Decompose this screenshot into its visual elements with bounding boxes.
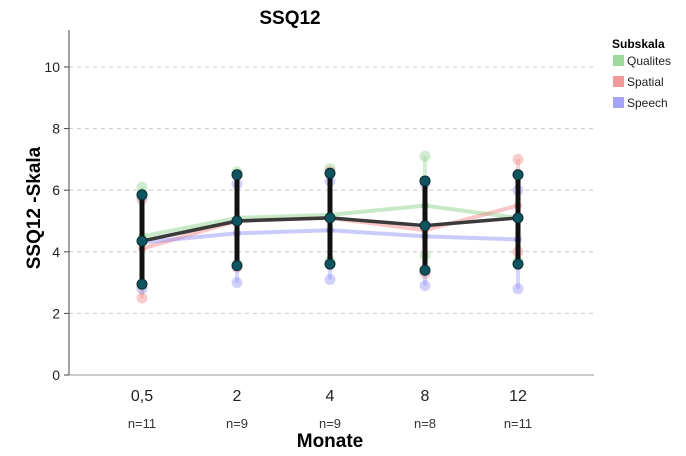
sample-size-label: n=11	[504, 416, 532, 431]
sample-size-label: n=9	[226, 416, 248, 431]
y-axis-label: SSQ12 -Skala	[24, 146, 45, 269]
overall-lower-point	[231, 260, 243, 272]
sample-size-label: n=8	[414, 416, 436, 431]
overall-mean-point	[324, 212, 336, 224]
error-cap-point	[136, 292, 148, 304]
legend-label-qualites: Qualites	[627, 54, 671, 68]
x-tick-label: 8	[421, 388, 430, 405]
error-cap-point	[136, 181, 148, 193]
legend-label-spatial: Spatial	[627, 75, 664, 89]
overall-lower-point	[136, 278, 148, 290]
legend-label-speech: Speech	[627, 96, 668, 110]
y-tick-label: 0	[52, 367, 60, 383]
x-axis-label: Monate	[297, 431, 364, 452]
chart-title: SSQ12	[259, 8, 320, 29]
y-ticks: 0 2 4 6 8 10	[44, 59, 69, 383]
error-cap-point	[324, 274, 336, 286]
legend: Subskala Qualites Spatial Speech	[612, 37, 671, 110]
overall-mean-point	[419, 220, 431, 232]
sample-size-label: n=9	[319, 416, 341, 431]
overall-mean-point	[136, 235, 148, 247]
y-tick-label: 8	[52, 121, 60, 137]
error-cap-point	[231, 277, 243, 289]
overall-upper-point	[231, 169, 243, 181]
overall-upper-point	[136, 189, 148, 201]
sample-size-label: n=11	[128, 416, 156, 431]
error-cap-point	[512, 153, 524, 165]
overall-lower-point	[512, 258, 524, 270]
overall-lower-point	[419, 264, 431, 276]
legend-swatch-speech	[613, 97, 624, 108]
x-tick-label: 12	[509, 388, 527, 405]
overall-upper-point	[512, 169, 524, 181]
x-tick-label: 4	[326, 388, 335, 405]
y-tick-label: 10	[44, 59, 60, 75]
x-tick-label: 2	[233, 388, 242, 405]
y-tick-label: 2	[52, 305, 60, 321]
x-ticks: 0,5 n=11 2 n=9 4 n=9 8 n=8 12 n=11	[128, 388, 532, 431]
legend-swatch-qualites	[613, 55, 624, 66]
legend-title: Subskala	[612, 37, 665, 51]
overall-series	[136, 167, 524, 290]
overall-mean-point	[231, 215, 243, 227]
legend-swatch-spatial	[613, 76, 624, 87]
error-cap-point	[512, 283, 524, 295]
overall-mean-point	[512, 212, 524, 224]
x-tick-label: 0,5	[131, 388, 153, 405]
overall-upper-point	[324, 167, 336, 179]
y-tick-label: 6	[52, 182, 60, 198]
error-cap-point	[419, 280, 431, 292]
y-tick-label: 4	[52, 244, 60, 260]
overall-upper-point	[419, 175, 431, 187]
error-cap-point	[419, 150, 431, 162]
overall-lower-point	[324, 258, 336, 270]
